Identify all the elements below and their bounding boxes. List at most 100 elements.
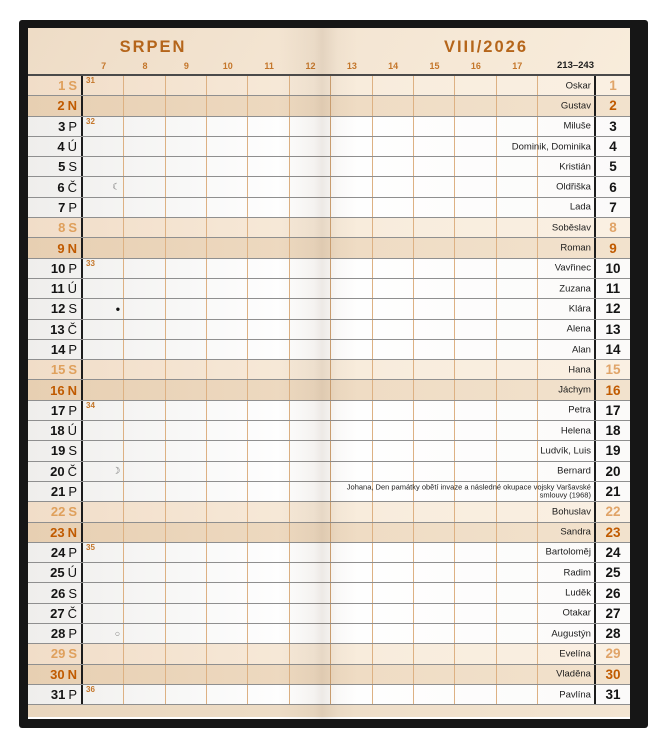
- right-grid-divider: [593, 299, 596, 319]
- day-label-cell: 2 N: [28, 96, 81, 115]
- hour-cell-13: [331, 522, 373, 542]
- hour-cell-16: [455, 400, 497, 421]
- name-day: Alena: [566, 323, 591, 335]
- right-grid-divider: [593, 319, 596, 339]
- hour-cell-12: [290, 299, 332, 319]
- hour-cell-9: [166, 339, 208, 360]
- weekday-letter: Č: [67, 321, 77, 337]
- hour-cell-8: [124, 380, 166, 400]
- hour-cell-9: [166, 644, 208, 664]
- hour-cell-15: [414, 197, 456, 218]
- hour-cell-13: [331, 278, 373, 299]
- day-row: 12 S ● Klára 12: [28, 299, 630, 320]
- name-day: Kristián: [559, 161, 591, 173]
- right-grid-divider: [593, 522, 596, 542]
- hour-cell-9: [166, 96, 208, 116]
- hour-cell-11: [248, 157, 290, 177]
- day-number-right: 21: [605, 484, 621, 500]
- hour-cell-13: [331, 339, 373, 360]
- hour-cell-10: [207, 157, 249, 177]
- hour-cell-14: [373, 258, 414, 278]
- hour-cell-9: [166, 197, 208, 218]
- right-grid-divider: [593, 502, 596, 522]
- day-row: 2 N Gustav 2: [28, 96, 630, 117]
- day-number-left: 21: [50, 484, 66, 500]
- hour-cell-13: [331, 218, 373, 238]
- hour-cell-7: 36: [83, 684, 125, 705]
- hour-cell-11: [248, 380, 290, 400]
- hour-cell-12: [290, 157, 332, 177]
- right-grid-divider: [593, 278, 596, 299]
- weekday-letter: N: [67, 98, 77, 114]
- name-day: Gustav: [560, 100, 591, 112]
- hour-cell-15: [414, 644, 456, 664]
- hour-label: 15: [429, 61, 440, 71]
- hour-cell-15: [414, 603, 456, 624]
- day-row: 21 P Johana, Den památky obětí invaze a …: [28, 481, 630, 503]
- name-day-cell: Bohuslav: [538, 502, 594, 521]
- hour-cell-10: [207, 96, 249, 116]
- hour-cell-7: ☾: [83, 177, 125, 197]
- day-number-left: 24: [50, 544, 66, 560]
- weekday-letter: P: [68, 402, 77, 418]
- day-label-cell: 19 S: [28, 441, 81, 460]
- day-number-left: 30: [50, 666, 65, 682]
- hour-cell-13: [331, 96, 373, 116]
- right-grid-divider: [593, 218, 596, 238]
- hour-cell-7: [83, 583, 125, 603]
- day-number-left: 1: [58, 78, 66, 94]
- week-number: 34: [86, 400, 95, 410]
- day-number-right: 29: [605, 646, 621, 662]
- weekday-letter: P: [68, 118, 77, 134]
- hour-cell-17: [497, 603, 538, 624]
- hour-label: 12: [305, 61, 316, 71]
- day-label-cell: 7 P: [28, 198, 81, 217]
- day-row: 1 S 31 Oskar 1: [28, 76, 630, 97]
- name-day-cell: Petra: [538, 401, 594, 420]
- name-day: Augustýn: [551, 628, 591, 640]
- hour-cell-8: [124, 603, 166, 624]
- hour-cell-10: [207, 563, 249, 583]
- hour-cell-17: [497, 218, 538, 238]
- name-day: Oldřiška: [556, 181, 591, 193]
- hour-cell-12: [290, 644, 332, 664]
- day-row: 7 P Lada 7: [28, 197, 630, 219]
- day-number-left: 9: [57, 240, 65, 256]
- name-day-cell: Roman: [538, 238, 594, 257]
- hour-cell-14: [373, 116, 414, 136]
- hour-cell-9: [166, 360, 208, 380]
- left-grid-divider: [81, 258, 83, 278]
- hour-cell-15: [414, 177, 456, 197]
- hour-cell-7: ○: [83, 624, 125, 644]
- hour-cell-8: [124, 96, 166, 116]
- hour-cell-16: [455, 421, 497, 441]
- name-day: Ludvík, Luis: [540, 445, 591, 457]
- day-label-cell: 3 P: [28, 117, 81, 136]
- first-quarter-moon-icon: ☽: [112, 465, 121, 476]
- hour-cell-11: [248, 583, 290, 603]
- day-number-left: 26: [50, 585, 66, 601]
- name-day-cell: Johana, Den památky obětí invaze a násle…: [347, 482, 594, 501]
- hour-cell-14: [373, 96, 414, 116]
- day-number-right: 14: [605, 342, 621, 357]
- hour-cell-17: [497, 542, 538, 563]
- hour-cell-9: [166, 542, 208, 563]
- left-grid-divider: [81, 197, 83, 218]
- left-grid-divider: [81, 400, 83, 421]
- weekday-letter: N: [67, 666, 77, 682]
- left-grid-divider: [81, 522, 83, 542]
- name-day-cell: Vladěna: [538, 665, 594, 684]
- hour-label: 7: [101, 61, 107, 71]
- hour-cell-8: [124, 563, 166, 583]
- hour-cell-10: [207, 624, 249, 644]
- hour-cell-7: 33: [83, 258, 125, 278]
- hour-cell-12: [290, 461, 332, 481]
- day-number-left: 23: [50, 524, 65, 540]
- hour-cell-9: [166, 278, 208, 299]
- new-moon-icon: ●: [115, 304, 121, 314]
- hour-cell-12: [290, 218, 332, 238]
- name-day: Bohuslav: [551, 506, 591, 518]
- name-day-cell: Vavřinec: [538, 259, 594, 278]
- hour-cell-17: [497, 116, 538, 136]
- day-number-left: 28: [50, 626, 66, 642]
